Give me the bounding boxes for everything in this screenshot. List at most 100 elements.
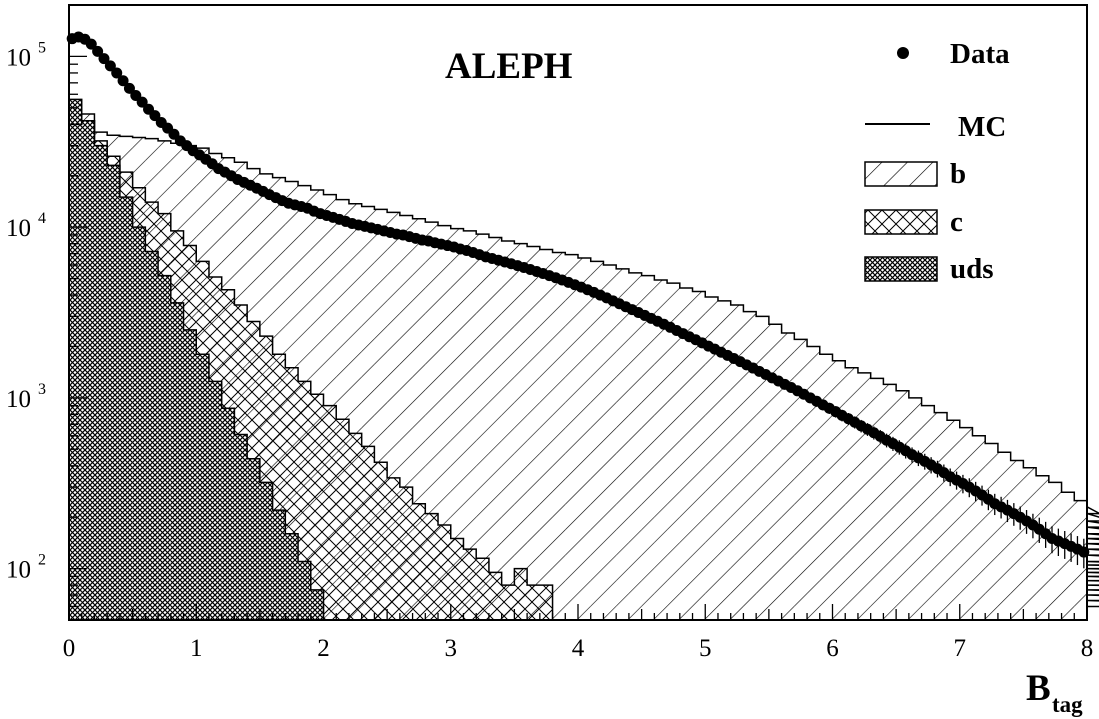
mc-outline-layer xyxy=(68,113,1099,620)
uds-bin xyxy=(183,329,197,620)
c-bin xyxy=(387,477,400,620)
c-bin xyxy=(476,558,489,620)
b-bin xyxy=(1061,492,1075,620)
data-point xyxy=(98,53,110,65)
x-tick-label: 4 xyxy=(572,635,585,662)
uds-bin xyxy=(298,561,311,620)
data-point xyxy=(92,45,104,57)
b-bin xyxy=(717,300,731,620)
b-bin xyxy=(438,225,451,621)
uds-bin xyxy=(196,354,209,620)
b-bin xyxy=(679,288,693,620)
b-bin xyxy=(667,283,680,620)
data-point xyxy=(104,60,116,72)
b-bin xyxy=(934,412,948,620)
c-bin xyxy=(488,572,502,620)
b-bin xyxy=(756,316,769,620)
b-bin xyxy=(527,246,540,620)
b-bin xyxy=(1048,482,1062,620)
c-bin xyxy=(539,585,553,620)
uds-bin xyxy=(247,458,260,620)
c-bin xyxy=(438,525,451,620)
uds-outline xyxy=(68,98,325,620)
b-bin xyxy=(730,304,744,620)
c-bin xyxy=(501,585,515,620)
y-tick-exponent: 2 xyxy=(38,552,46,569)
b-bin xyxy=(883,384,897,620)
x-tick-label: 0 xyxy=(63,635,76,662)
legend: Data MC b c uds xyxy=(864,38,1010,285)
legend-b-swatch xyxy=(864,161,938,187)
data-point xyxy=(85,38,97,50)
data-point xyxy=(111,67,123,79)
y-tick-label: 10 xyxy=(6,44,31,71)
c-bin xyxy=(412,503,426,620)
c-bin xyxy=(323,405,337,620)
uds-bin xyxy=(107,165,120,620)
b-bin xyxy=(807,346,820,620)
c-bin xyxy=(361,446,375,620)
c-bin xyxy=(527,585,540,620)
b-bin xyxy=(819,354,833,620)
b-bin xyxy=(539,249,553,620)
legend-b-label: b xyxy=(950,158,966,190)
uds-bin xyxy=(272,510,286,620)
uds-bin xyxy=(221,408,235,620)
uds-bin xyxy=(170,302,184,620)
uds-bin xyxy=(285,533,299,620)
b-bin xyxy=(781,332,795,620)
b-bin xyxy=(768,324,782,620)
b-bin xyxy=(514,243,528,621)
y-tick-label: 10 xyxy=(6,215,31,242)
b-bin xyxy=(985,443,998,620)
c-bin xyxy=(336,419,349,620)
b-bin xyxy=(578,257,591,620)
x-tick-label: 2 xyxy=(317,635,330,662)
b-bin xyxy=(997,452,1011,620)
b-bin xyxy=(921,405,935,620)
x-tick-label: 3 xyxy=(445,635,458,662)
b-bin xyxy=(1010,460,1024,620)
legend-uds-swatch xyxy=(864,256,938,282)
data-point xyxy=(149,110,161,122)
legend-data-marker xyxy=(897,47,909,59)
legend-c-swatch xyxy=(864,209,938,235)
b-bin xyxy=(692,291,706,620)
chart-title: ALEPH xyxy=(445,46,573,87)
legend-data-label: Data xyxy=(950,38,1010,70)
b-bin xyxy=(1074,500,1087,620)
uds-bin xyxy=(158,275,171,620)
uds-bin xyxy=(234,434,248,620)
uds-bin xyxy=(310,589,324,620)
y-tick-label: 10 xyxy=(6,557,31,584)
c-bin xyxy=(450,538,464,620)
uds-bin xyxy=(259,482,273,620)
c-bin xyxy=(425,513,439,620)
legend-uds-label: uds xyxy=(950,253,994,285)
b-bin xyxy=(463,230,477,621)
b-bin xyxy=(641,275,655,620)
c-outline xyxy=(68,119,566,621)
x-tick-label: 6 xyxy=(826,635,839,662)
b-bin xyxy=(565,254,578,620)
x-axis-label: B xyxy=(1026,668,1051,709)
uds-bin xyxy=(132,227,146,620)
c-bin xyxy=(514,568,528,620)
c-bin xyxy=(463,549,477,620)
b-bin xyxy=(654,280,668,620)
b-bin xyxy=(616,268,629,620)
y-tick-exponent: 5 xyxy=(38,39,46,56)
b-bin xyxy=(705,296,718,620)
b-bin xyxy=(743,311,757,620)
b-bin xyxy=(1036,475,1049,620)
b-bin xyxy=(908,397,922,620)
data-points-layer xyxy=(66,31,1090,569)
uds-bin xyxy=(81,120,95,621)
c-bin xyxy=(348,433,362,620)
x-tick-label: 1 xyxy=(190,635,203,662)
b-bin xyxy=(870,378,884,620)
legend-mc-label: MC xyxy=(958,111,1006,143)
data-point xyxy=(117,75,129,87)
uds-bin xyxy=(69,99,82,620)
